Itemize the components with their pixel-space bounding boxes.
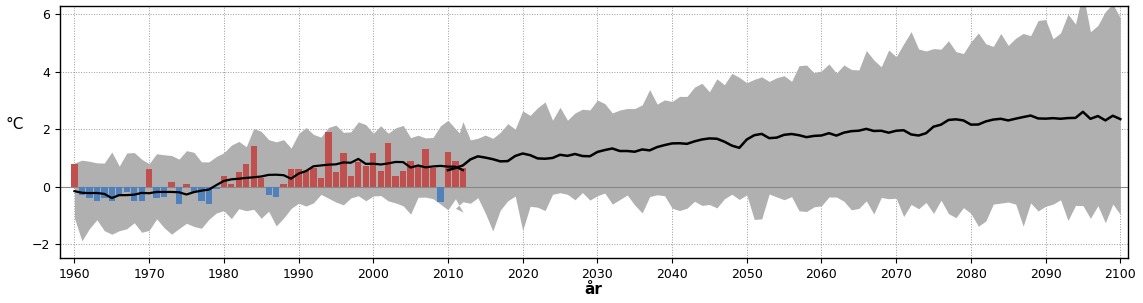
Bar — [235, 172, 242, 187]
Bar — [280, 184, 287, 187]
Bar — [438, 187, 443, 202]
Bar — [265, 187, 272, 195]
Bar — [243, 164, 249, 187]
Bar — [229, 184, 234, 187]
Bar — [168, 182, 175, 187]
Bar — [453, 161, 458, 187]
Bar — [355, 162, 361, 187]
Bar — [288, 169, 294, 187]
Bar — [310, 168, 317, 187]
Bar — [333, 172, 339, 187]
Bar — [153, 187, 160, 198]
Bar — [392, 176, 399, 187]
Bar — [86, 187, 93, 198]
Bar — [415, 166, 422, 187]
Bar — [295, 169, 302, 187]
Bar — [407, 161, 414, 187]
Bar — [146, 169, 152, 187]
Bar — [206, 187, 213, 204]
Bar — [423, 149, 429, 187]
Bar — [250, 146, 257, 187]
Bar — [430, 168, 437, 187]
Bar — [318, 178, 325, 187]
Bar — [370, 154, 376, 187]
Bar — [117, 187, 122, 195]
Bar — [131, 187, 137, 201]
Bar — [101, 187, 107, 198]
Bar — [362, 166, 369, 187]
Bar — [138, 187, 145, 201]
Bar — [94, 187, 101, 201]
Bar — [109, 187, 115, 201]
Bar — [214, 187, 219, 189]
Bar — [303, 171, 310, 187]
Bar — [258, 178, 264, 187]
Bar — [385, 143, 391, 187]
Bar — [377, 171, 384, 187]
Bar — [326, 132, 331, 187]
Bar — [341, 154, 346, 187]
Bar — [198, 187, 205, 201]
Bar — [191, 187, 197, 192]
Bar — [176, 187, 182, 204]
Bar — [273, 187, 279, 197]
Bar — [123, 187, 130, 192]
Bar — [459, 168, 466, 187]
Y-axis label: °C: °C — [6, 117, 24, 132]
Bar — [79, 187, 85, 195]
Bar — [445, 152, 451, 187]
Bar — [400, 171, 406, 187]
Bar — [161, 187, 167, 197]
X-axis label: år: år — [585, 282, 602, 298]
Bar — [71, 164, 78, 187]
Bar — [221, 176, 227, 187]
Bar — [183, 184, 190, 187]
Bar — [347, 176, 354, 187]
